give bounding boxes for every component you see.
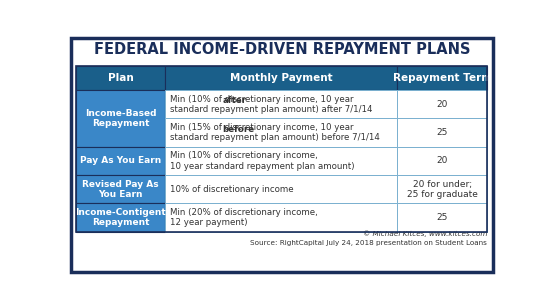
Text: Min (10% of discretionary income,
10 year standard repayment plan amount): Min (10% of discretionary income, 10 yea… [170,151,354,171]
Bar [165,90,397,119]
Text: 20 for under;
25 for graduate: 20 for under; 25 for graduate [406,180,477,199]
Text: 20: 20 [437,100,448,109]
Bar [165,204,397,232]
Text: Min (20% of discretionary income,
12 year payment): Min (20% of discretionary income, 12 yea… [170,208,318,227]
Text: 25: 25 [437,213,448,222]
Bar [165,175,397,204]
Bar [397,204,487,232]
Text: before: before [222,125,255,134]
Text: Revised Pay As
You Earn: Revised Pay As You Earn [82,180,159,199]
Bar [76,66,487,232]
Bar [397,175,487,204]
Bar [76,66,165,90]
Text: © Michael Kitces, www.kitces.com: © Michael Kitces, www.kitces.com [363,230,487,237]
Bar [397,90,487,119]
Bar [165,119,397,147]
Text: Income-Contigent
Repayment: Income-Contigent Repayment [75,208,166,227]
Bar [76,175,165,204]
Bar [76,204,165,232]
Text: FEDERAL INCOME-DRIVEN REPAYMENT PLANS: FEDERAL INCOME-DRIVEN REPAYMENT PLANS [94,42,470,57]
Text: 10% of discretionary income: 10% of discretionary income [170,185,294,194]
Text: Income-Based
Repayment: Income-Based Repayment [85,109,156,128]
Bar [76,90,165,147]
Text: 25: 25 [437,128,448,137]
Text: Min (10% of discretionary income, 10 year
standard repayment plan amount) after : Min (10% of discretionary income, 10 yea… [170,95,372,114]
Bar [165,147,397,175]
Text: 20: 20 [437,157,448,165]
Bar [397,66,487,90]
Bar [397,147,487,175]
Text: Pay As You Earn: Pay As You Earn [80,157,161,165]
Text: Plan: Plan [108,73,134,83]
Text: Source: RightCapital July 24, 2018 presentation on Student Loans: Source: RightCapital July 24, 2018 prese… [250,240,487,246]
Text: Monthly Payment: Monthly Payment [229,73,332,83]
Text: Min (15% of discretionary income, 10 year
standard repayment plan amount) before: Min (15% of discretionary income, 10 yea… [170,123,380,142]
Text: Repayment Term: Repayment Term [393,73,492,83]
Bar [165,66,397,90]
Text: after: after [222,96,246,105]
Bar [76,147,165,175]
Bar [397,119,487,147]
